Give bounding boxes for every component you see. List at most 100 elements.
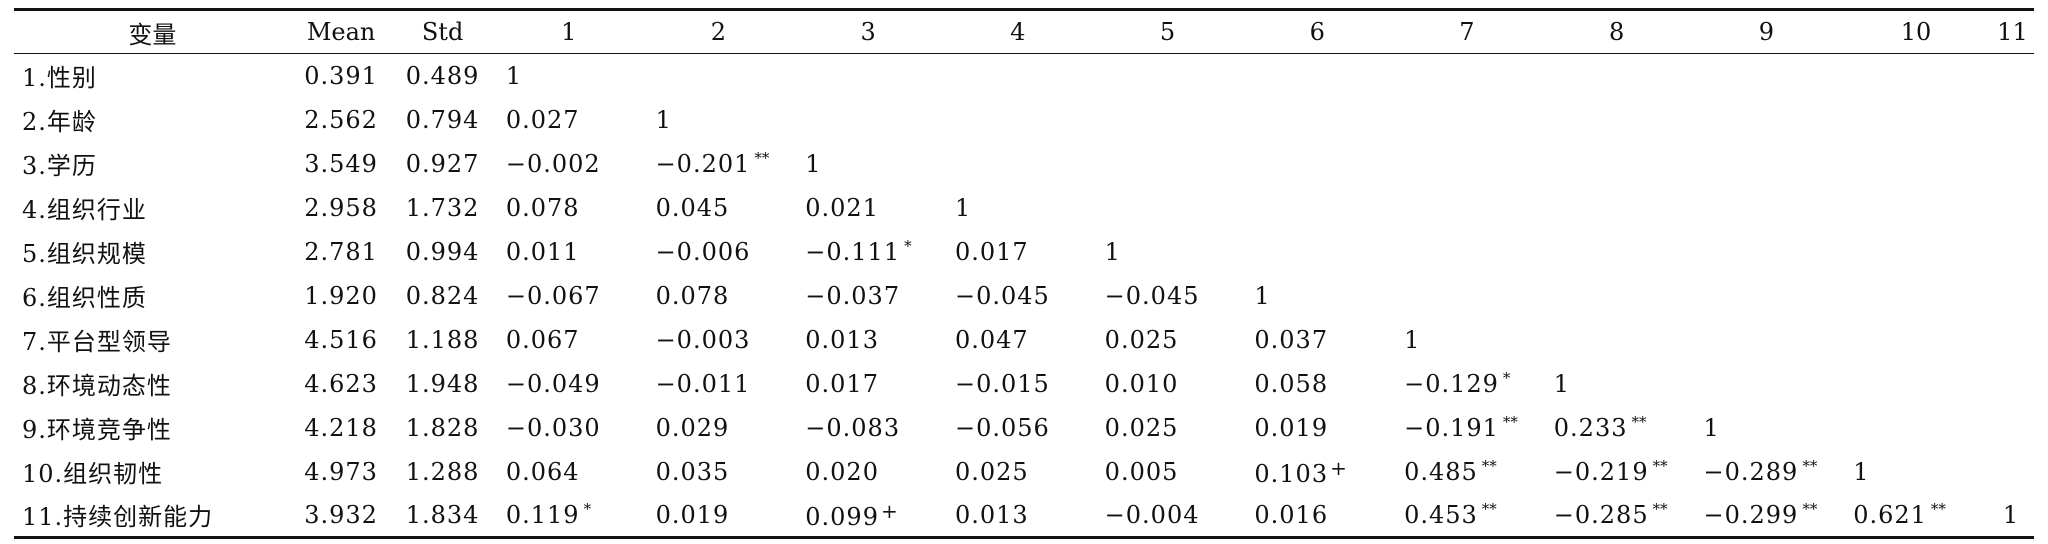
std-value: 1.834 <box>405 500 480 529</box>
correlation-cell <box>943 54 1093 98</box>
mean-value: 4.218 <box>304 413 378 442</box>
correlation-value: 0.485 <box>1404 458 1478 486</box>
correlation-cell <box>1242 98 1392 142</box>
correlation-value: 0.019 <box>655 500 730 529</box>
mean-value: 4.623 <box>304 369 378 398</box>
correlation-cell: 0.019 <box>644 494 794 538</box>
correlation-cell: 0.119 * <box>494 494 644 538</box>
correlation-cell: −0.011 <box>644 362 794 406</box>
mean-value: 0.391 <box>304 61 378 90</box>
correlation-cell: −0.299 ** <box>1691 494 1841 538</box>
variable-label: 11.持续创新能力 <box>22 503 214 532</box>
table-row: 5.组织规模 2.781 0.994 0.011 −0.006 −0.111 * 0.017 1 <box>14 230 2034 274</box>
table-row: 2.年龄 2.562 0.794 0.027 1 <box>14 98 2034 142</box>
correlation-cell <box>1542 274 1692 318</box>
std-value: 1.288 <box>405 457 480 486</box>
correlation-value: 0.621 <box>1853 501 1927 530</box>
std-value: 0.994 <box>405 237 480 266</box>
variable-label: 3.学历 <box>22 152 97 180</box>
significance-marker: ** <box>754 149 770 167</box>
correlation-cell: 1 <box>644 98 794 142</box>
significance-marker: ** <box>1802 457 1818 475</box>
significance-marker: ** <box>1481 500 1497 519</box>
correlation-value: −0.056 <box>954 413 1050 442</box>
variable-label: 1.性别 <box>22 64 97 93</box>
correlation-value: 0.025 <box>1104 325 1179 354</box>
correlation-cell: −0.004 <box>1093 494 1243 538</box>
correlation-value: −0.006 <box>655 237 751 266</box>
significance-marker: ** <box>1802 500 1818 519</box>
correlation-cell: 0.035 <box>644 450 794 494</box>
correlation-value: −0.011 <box>655 369 751 398</box>
correlation-value: 0.017 <box>805 369 879 398</box>
correlation-cell <box>1093 54 1243 98</box>
correlation-value: 1 <box>1553 369 1571 398</box>
correlation-value: 0.027 <box>505 105 580 134</box>
correlation-cell: −0.045 <box>1093 274 1243 318</box>
correlation-value: −0.201 <box>655 150 751 178</box>
correlation-value: −0.299 <box>1703 501 1799 530</box>
correlation-cell: 0.011 <box>494 230 644 274</box>
correlation-value: 0.025 <box>1104 413 1179 442</box>
correlation-cell <box>1392 142 1542 186</box>
mean-value: 3.932 <box>304 500 378 529</box>
correlation-value: −0.003 <box>655 325 751 354</box>
variable-label: 8.环境动态性 <box>22 372 172 400</box>
correlation-value: −0.289 <box>1703 458 1799 486</box>
correlation-cell: 1 <box>1542 362 1692 406</box>
variable-label: 2.年龄 <box>22 108 97 136</box>
correlation-value: 1 <box>2002 500 2020 529</box>
header-row: 变量 Mean Std 1 2 3 4 5 6 7 8 9 10 11 <box>14 9 2034 54</box>
correlation-cell <box>1841 230 1991 274</box>
correlation-cell <box>1093 142 1243 186</box>
correlation-cell <box>1392 230 1542 274</box>
correlation-cell: −0.056 <box>943 406 1093 450</box>
correlation-value: 1 <box>1703 413 1720 442</box>
mean-value: 2.562 <box>304 105 378 134</box>
correlation-cell <box>1991 186 2034 230</box>
correlation-cell: 1 <box>793 142 943 186</box>
correlation-cell <box>1093 186 1243 230</box>
significance-marker: ** <box>1652 500 1668 519</box>
correlation-value: 0.078 <box>655 281 730 310</box>
std-value: 1.948 <box>405 369 480 398</box>
correlation-cell <box>1991 318 2034 362</box>
table-row: 4.组织行业 2.958 1.732 0.078 0.045 0.021 1 <box>14 186 2034 230</box>
correlation-value: 0.119 <box>505 501 580 530</box>
correlation-cell <box>1691 230 1841 274</box>
correlation-cell <box>1841 98 1991 142</box>
std-value: 1.188 <box>405 325 480 354</box>
correlation-value: 0.011 <box>505 237 580 266</box>
correlation-cell <box>1991 230 2034 274</box>
correlation-value: 0.025 <box>954 457 1029 486</box>
correlation-cell <box>1242 186 1392 230</box>
correlation-cell: −0.111 * <box>793 230 943 274</box>
std-value: 0.927 <box>405 149 480 178</box>
significance-marker: * <box>904 237 912 255</box>
correlation-cell: 0.010 <box>1093 362 1243 406</box>
correlation-value: 0.045 <box>655 193 730 222</box>
correlation-cell <box>1991 142 2034 186</box>
header-col-4: 4 <box>1010 18 1026 46</box>
correlation-value: 0.035 <box>655 457 730 486</box>
correlation-value: 0.019 <box>1254 413 1329 442</box>
correlation-cell <box>1392 98 1542 142</box>
significance-marker: * <box>583 500 592 519</box>
correlation-cell: 1 <box>1242 274 1392 318</box>
correlation-value: 0.099 <box>805 502 879 531</box>
correlation-cell <box>1242 142 1392 186</box>
header-col-10: 10 <box>1900 18 1932 46</box>
variable-label: 7.平台型领导 <box>22 328 172 356</box>
header-col-3: 3 <box>860 18 876 46</box>
correlation-value: 0.005 <box>1104 457 1179 486</box>
correlation-cell: 0.103 + <box>1242 450 1392 494</box>
std-value: 1.732 <box>405 193 480 222</box>
correlation-cell: −0.037 <box>793 274 943 318</box>
correlation-value: 0.021 <box>805 193 879 222</box>
correlation-cell <box>1542 186 1692 230</box>
variable-label: 9.环境竞争性 <box>22 416 172 444</box>
header-col-6: 6 <box>1309 18 1325 46</box>
correlation-value: 1 <box>1104 237 1121 266</box>
correlation-value: −0.030 <box>505 413 601 442</box>
correlation-cell: −0.045 <box>943 274 1093 318</box>
